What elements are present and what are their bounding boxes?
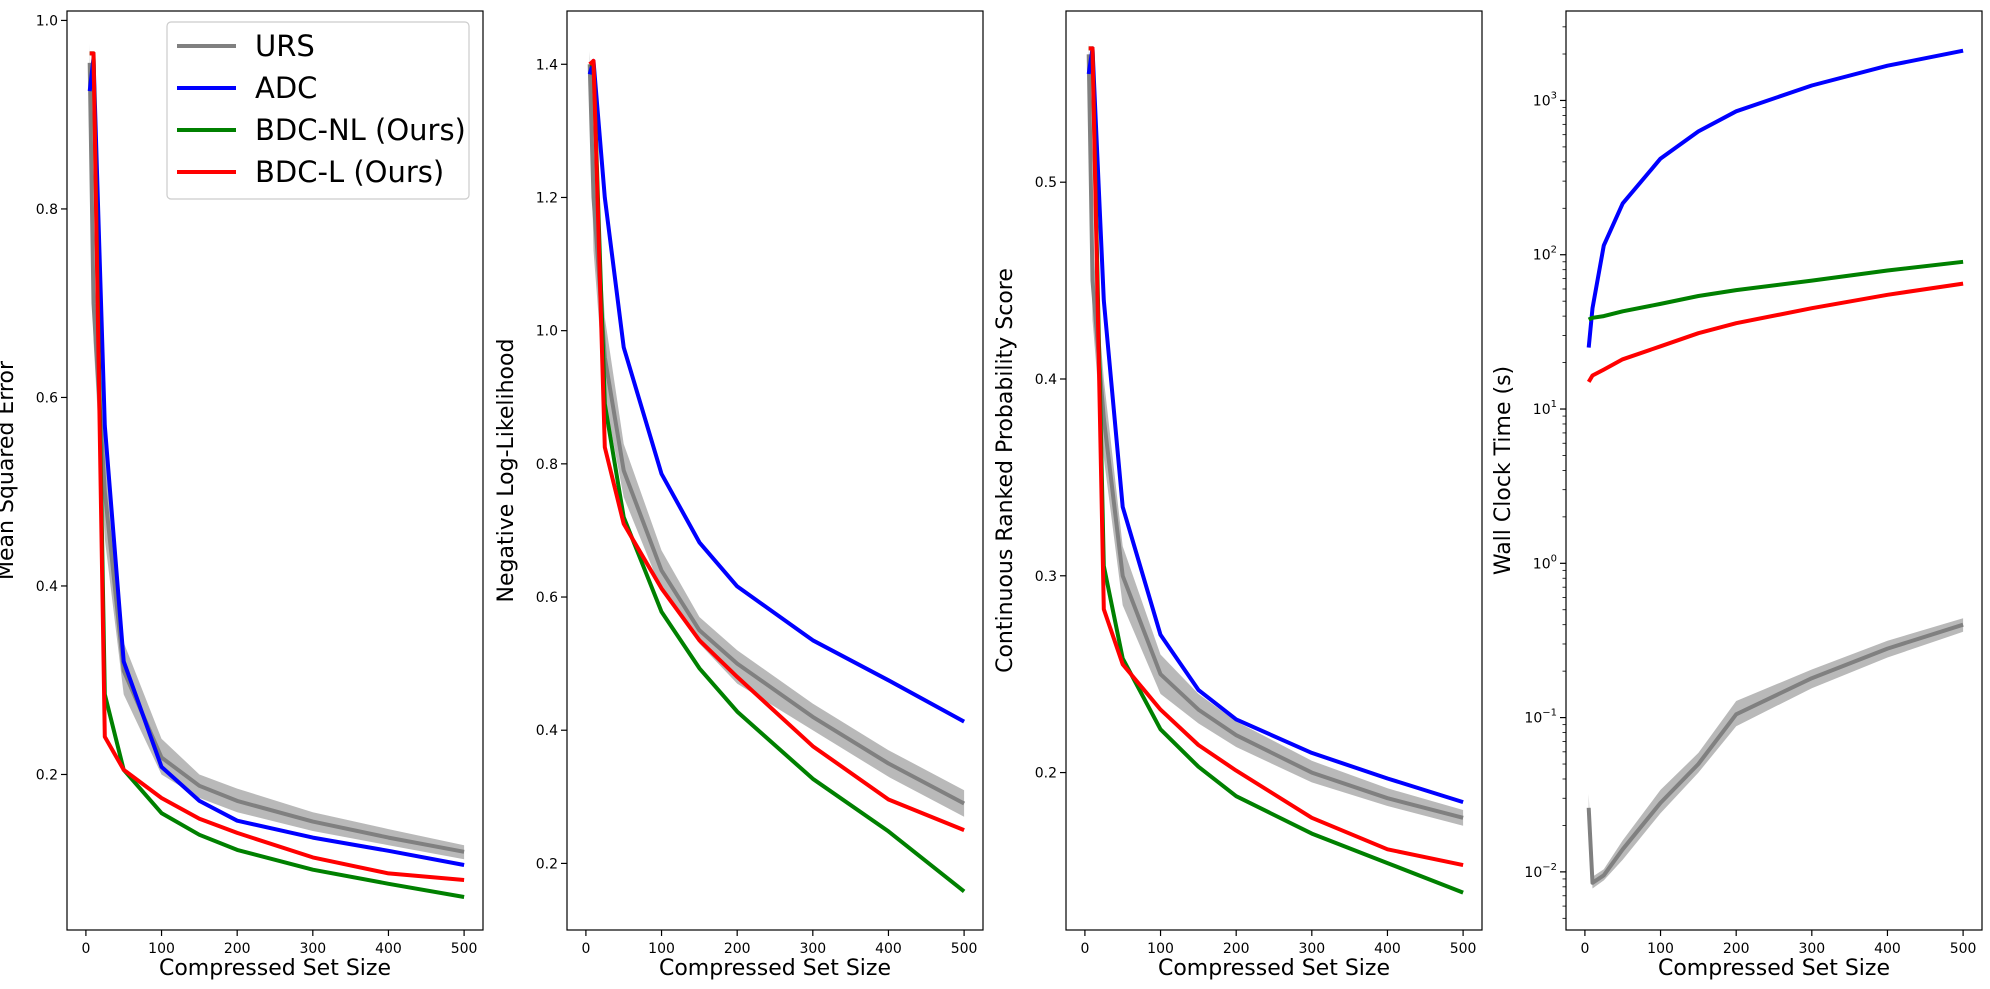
y-tick-label: 103 <box>1533 90 1557 109</box>
bdc-nl-ours-legend-label: BDC-NL (Ours) <box>255 113 466 147</box>
urs-band <box>1088 40 1464 826</box>
axes-frame <box>1565 10 1983 931</box>
y-tick-label: 0.2 <box>36 767 58 783</box>
x-axis-label: Compressed Set Size <box>159 956 391 981</box>
y-tick-label: 0.5 <box>1035 175 1057 191</box>
x-tick-label: 500 <box>951 941 978 957</box>
x-tick-label: 300 <box>1298 941 1325 957</box>
x-tick-label: 200 <box>1723 941 1750 957</box>
y-tick-label: 10−1 <box>1524 708 1557 727</box>
y-tick-label: 0.2 <box>536 856 558 872</box>
plot-area <box>1086 40 1464 895</box>
urs-legend-label: URS <box>255 29 315 63</box>
bdc-nl-ours-line <box>1587 259 1964 322</box>
x-tick-label: 500 <box>1950 941 1977 957</box>
y-tick-label: 0.6 <box>36 390 58 406</box>
x-tick-label: 400 <box>375 941 402 957</box>
y-tick-label: 0.8 <box>36 202 58 218</box>
plot-area <box>87 44 465 899</box>
x-axis-label: Compressed Set Size <box>1658 956 1890 981</box>
x-tick-label: 100 <box>1647 941 1674 957</box>
plot-area <box>1586 48 1964 889</box>
bdc-l-ours-line <box>1586 281 1964 383</box>
y-tick-label: 100 <box>1533 553 1557 572</box>
y-tick-label: 0.2 <box>1035 766 1057 782</box>
x-tick-label: 100 <box>148 941 175 957</box>
urs-line <box>1586 622 1964 885</box>
y-axis-label: Mean Squared Error <box>0 360 19 580</box>
plot-area <box>587 51 966 893</box>
panel-1: 0 100 200 300 400 500 0.2 0.4 0.6 0.8 1.0 Compresse… <box>0 10 484 981</box>
x-tick-label: 100 <box>648 941 675 957</box>
axes-frame <box>66 10 484 931</box>
x-tick-label: 400 <box>875 941 902 957</box>
y-tick-label: 0.6 <box>536 590 558 606</box>
y-tick-label: 0.8 <box>536 457 558 473</box>
bdc-nl-ours-line <box>1088 46 1464 895</box>
adc-line <box>87 56 465 867</box>
adc-line <box>1586 48 1964 348</box>
y-tick-label: 0.4 <box>1035 372 1057 388</box>
adc-legend-label: ADC <box>255 71 317 105</box>
x-tick-label: 0 <box>1580 941 1589 957</box>
urs-band <box>589 51 965 817</box>
x-tick-label: 100 <box>1147 941 1174 957</box>
panel-3: 0 100 200 300 400 500 0.2 0.3 0.4 0.5 Compressed S… <box>993 10 1483 981</box>
x-tick-label: 400 <box>1874 941 1901 957</box>
x-tick-label: 300 <box>299 941 326 957</box>
y-tick-label: 101 <box>1533 399 1557 418</box>
legend-box <box>166 21 470 200</box>
y-tick-label: 1.0 <box>536 324 558 340</box>
axes-frame <box>566 10 984 931</box>
panel-2: 0 100 200 300 400 500 0.2 0.4 0.6 0.8 1.0 1.2 1.4 Com… <box>494 10 984 981</box>
adc-line <box>587 58 966 724</box>
panel-4: 0 100 200 300 400 500 10−2 10−1 100 101 102 103 Comp… <box>1491 10 1983 981</box>
x-tick-label: 500 <box>451 941 478 957</box>
x-tick-label: 0 <box>581 941 590 957</box>
x-tick-label: 200 <box>224 941 251 957</box>
y-tick-label: 1.2 <box>536 190 558 206</box>
y-axis-label: Wall Clock Time (s) <box>1491 366 1516 575</box>
y-tick-label: 0.3 <box>1035 569 1057 585</box>
x-tick-label: 200 <box>1223 941 1250 957</box>
axes-frame <box>1065 10 1483 931</box>
adc-line <box>1086 46 1464 805</box>
x-tick-label: 300 <box>799 941 826 957</box>
x-tick-label: 200 <box>724 941 751 957</box>
x-tick-label: 0 <box>81 941 90 957</box>
y-tick-label: 102 <box>1533 245 1557 264</box>
y-tick-label: 0.4 <box>536 723 558 739</box>
urs-band <box>1588 618 1964 889</box>
x-axis-label: Compressed Set Size <box>659 956 891 981</box>
x-axis-label: Compressed Set Size <box>1158 956 1390 981</box>
x-tick-label: 400 <box>1374 941 1401 957</box>
y-tick-label: 1.4 <box>536 57 558 73</box>
bdc-l-ours-line <box>1088 46 1464 868</box>
y-tick-label: 0.4 <box>36 579 58 595</box>
y-tick-label: 1.0 <box>36 13 58 29</box>
x-tick-label: 300 <box>1798 941 1825 957</box>
y-axis-label: Negative Log-Likelihood <box>494 339 519 603</box>
bdc-l-ours-legend-label: BDC-L (Ours) <box>255 155 444 189</box>
x-tick-label: 0 <box>1080 941 1089 957</box>
bdc-l-ours-line <box>588 58 965 832</box>
y-axis-label: Continuous Ranked Probability Score <box>993 268 1018 673</box>
y-tick-label: 10−2 <box>1524 862 1557 881</box>
legend: URS ADC BDC-NL (Ours) BDC-L (Ours) <box>166 21 470 200</box>
x-tick-label: 500 <box>1450 941 1477 957</box>
bdc-l-ours-line <box>89 51 465 882</box>
